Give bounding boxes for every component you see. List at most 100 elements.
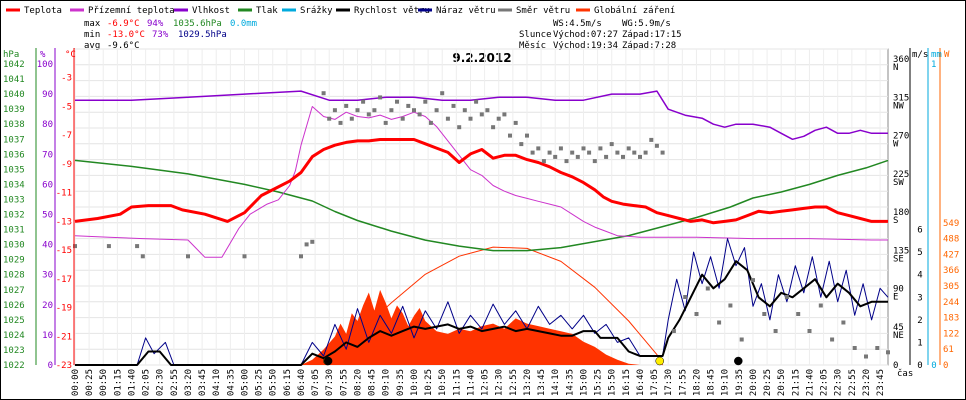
x-tick-label: 02:05 — [142, 369, 152, 396]
dir-tick: 225 — [893, 170, 909, 180]
wind-direction-point — [383, 120, 388, 125]
hpa-tick: 1028 — [3, 271, 25, 281]
x-tick-label: 11:15 — [452, 369, 462, 396]
x-axis-ticks: 00:00 00:25 00:50 01:15 01:40 02:05 02:30 02:55… — [71, 369, 886, 396]
pct-tick: 70 — [42, 150, 53, 160]
dir-tick: SE — [893, 254, 904, 264]
info-mesic-zapad: Západ:7:28 — [622, 41, 676, 51]
ms-unit: m/s — [912, 50, 928, 60]
hpa-tick: 1022 — [3, 361, 25, 371]
legend-label: Vlhkost — [192, 6, 230, 16]
wind-direction-point — [395, 99, 399, 104]
info-slunce: Slunce — [519, 30, 552, 40]
wind-direction-point — [479, 112, 484, 117]
wind-direction-point — [875, 346, 880, 350]
wind-direction-point — [310, 239, 315, 244]
x-tick-label: 14:35 — [565, 369, 575, 396]
wind-direction-point — [621, 154, 625, 159]
x-tick-label: 15:25 — [594, 369, 604, 396]
legend-item: Náraz větru — [418, 6, 496, 16]
wind-direction-point — [530, 150, 535, 155]
legend-item: Rychlost větru — [336, 6, 430, 16]
stat-avg-temp: -9.6°C — [107, 41, 140, 51]
x-tick-label: 14:10 — [551, 369, 561, 396]
wind-direction-point — [355, 108, 360, 113]
x-tick-label: 21:40 — [806, 369, 816, 396]
ms-tick: 3 — [917, 293, 922, 303]
x-tick-label: 02:55 — [170, 369, 180, 396]
pct-tick: 90 — [42, 90, 53, 100]
x-tick-label: 00:00 — [71, 369, 81, 396]
wind-direction-point — [660, 150, 665, 155]
wind-direction-point — [796, 312, 801, 316]
wind-direction-point — [671, 329, 676, 333]
wind-direction-point — [485, 108, 490, 113]
deg-unit: °C — [65, 50, 76, 60]
wind-direction-point — [852, 346, 857, 350]
x-tick-label: 01:15 — [113, 369, 123, 396]
series-teplota — [74, 138, 888, 225]
wind-direction-point — [609, 142, 614, 147]
wind-direction-point — [525, 133, 529, 138]
wind-direction-point — [841, 320, 846, 325]
x-tick-label: 12:30 — [495, 369, 505, 396]
hpa-tick: 1023 — [3, 346, 25, 356]
ms-tick: 6 — [917, 226, 922, 236]
x-tick-label: 07:05 — [311, 369, 321, 396]
wind-direction-point — [462, 108, 467, 113]
x-tick-label: 17:05 — [650, 369, 660, 396]
x-tick-label: 11:40 — [467, 369, 477, 396]
wind-direction-point — [366, 112, 371, 117]
x-tick-label: 13:45 — [537, 369, 547, 396]
stat-max-label: max — [84, 19, 101, 29]
info-mesic-vychod: Východ:19:34 — [553, 41, 618, 51]
x-tick-label: 16:15 — [622, 369, 632, 396]
wind-direction-point — [739, 337, 744, 342]
chart-title: 9.2.2012 — [452, 51, 511, 65]
w-tick: 0 — [943, 361, 948, 371]
hpa-tick: 1030 — [3, 241, 25, 251]
wind-direction-point — [694, 312, 699, 316]
x-tick-label: 06:40 — [297, 369, 307, 396]
hpa-tick: 1032 — [3, 211, 25, 221]
x-tick-label: 09:10 — [382, 369, 392, 396]
wind-direction-point — [649, 137, 654, 142]
x-tick-label: 02:30 — [156, 369, 166, 396]
wind-direction-point — [344, 103, 349, 108]
wind-direction-point — [406, 103, 411, 108]
hpa-tick: 1034 — [3, 180, 25, 190]
x-tick-label: 10:50 — [438, 369, 448, 396]
x-tick-label: 20:50 — [777, 369, 787, 396]
pct-tick: 50 — [42, 211, 53, 221]
x-tick-label: 03:20 — [184, 369, 194, 396]
series-rychlost-vetru — [75, 260, 888, 366]
pct-tick: 20 — [42, 301, 53, 311]
w-tick: 488 — [943, 235, 959, 245]
wind-direction-point — [73, 244, 77, 249]
wind-direction-point — [349, 116, 354, 121]
pct-tick: 100 — [37, 60, 53, 70]
ms-tick: 5 — [917, 248, 922, 258]
wind-direction-point — [581, 146, 586, 151]
series-tlak — [74, 159, 889, 252]
hpa-tick: 1026 — [3, 301, 25, 311]
area-layer — [301, 289, 640, 365]
deg-tick: -19 — [56, 304, 72, 314]
legend-item: Teplota — [6, 6, 62, 16]
dir-tick: S — [893, 216, 898, 226]
hpa-tick: 1041 — [3, 75, 25, 85]
wind-direction-point — [321, 91, 326, 96]
x-tick-label: 07:55 — [339, 369, 349, 396]
dir-tick: 90 — [893, 285, 904, 295]
series-globalni-zareni — [301, 289, 640, 365]
x-tick-label: 21:15 — [791, 369, 801, 396]
x-tick-label: 12:55 — [509, 369, 519, 396]
x-tick-label: 13:20 — [523, 369, 533, 396]
deg-tick: -13 — [56, 217, 72, 227]
pct-tick: 30 — [42, 271, 53, 281]
wind-direction-point — [513, 120, 518, 125]
dir-tick: 180 — [893, 208, 909, 218]
w-tick: 122 — [943, 329, 959, 339]
dir-tick: E — [893, 293, 898, 303]
wind-direction-point — [428, 120, 433, 125]
